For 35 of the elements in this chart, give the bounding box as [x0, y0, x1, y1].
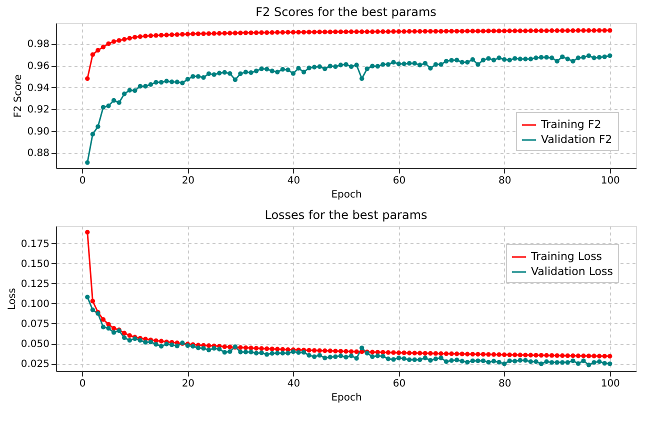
x-tick-label: 80 [498, 378, 512, 390]
y-tick-label: 0.94 [27, 82, 50, 94]
x-tick-label: 0 [79, 176, 86, 186]
x-tick-label: 20 [182, 378, 195, 390]
legend-label: Validation F2 [541, 133, 612, 146]
x-tick-label: 60 [392, 378, 406, 390]
y-tick-label: 0.150 [20, 258, 50, 270]
y-tick-label: 0.025 [20, 359, 50, 370]
y-tick-label: 0.100 [20, 298, 50, 310]
y-tick-label: 0.98 [27, 39, 50, 50]
x-tick-label: 100 [600, 378, 620, 390]
x-tick-label: 40 [287, 176, 300, 186]
y-axis-title: Loss [6, 288, 18, 310]
x-tick-label: 0 [79, 378, 86, 390]
legend-label: Training F2 [540, 118, 602, 131]
y-tick-label: 0.125 [20, 278, 50, 290]
y-tick-label: 0.96 [27, 61, 50, 72]
chart-title: F2 Scores for the best params [256, 5, 436, 19]
legend-label: Validation Loss [531, 265, 614, 278]
y-tick-label: 0.075 [20, 318, 50, 330]
y-tick-label: 0.175 [20, 238, 50, 250]
legend-label: Training Loss [530, 250, 602, 263]
x-tick-label: 40 [287, 378, 300, 390]
x-axis-title: Epoch [331, 190, 362, 200]
y-tick-label: 0.90 [27, 126, 50, 138]
x-axis-title: Epoch [331, 392, 362, 404]
x-tick-label: 60 [392, 176, 406, 186]
x-tick-label: 80 [498, 176, 512, 186]
x-tick-label: 20 [182, 176, 195, 186]
y-tick-label: 0.050 [20, 339, 50, 350]
x-tick-label: 100 [600, 176, 620, 186]
y-tick-label: 0.88 [27, 148, 50, 160]
y-tick-label: 0.92 [27, 104, 50, 116]
chart-title: Losses for the best params [264, 208, 428, 222]
y-axis-title: F2 Score [13, 74, 24, 118]
